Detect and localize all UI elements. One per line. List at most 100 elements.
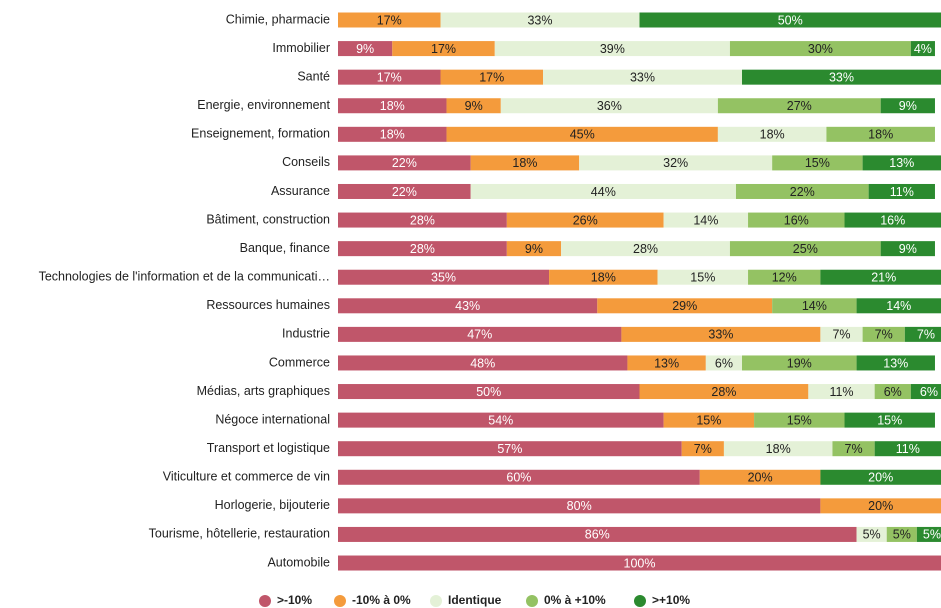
- bar-segment: [820, 469, 941, 485]
- category-label: Industrie: [282, 327, 330, 341]
- value-label: 50%: [476, 385, 501, 399]
- bar-segment: [338, 412, 664, 428]
- value-label: 33%: [829, 70, 854, 84]
- bar-segment: [663, 412, 755, 428]
- value-label: 18%: [380, 99, 405, 113]
- value-label: 33%: [527, 13, 552, 27]
- bar-segment: [772, 155, 863, 171]
- category-label: Assurance: [271, 184, 330, 198]
- value-label: 9%: [465, 99, 483, 113]
- bar-segment: [506, 241, 562, 257]
- bar-segment: [874, 441, 941, 457]
- bar-segment: [772, 298, 857, 314]
- bar-segment: [729, 41, 911, 57]
- value-label: 18%: [868, 128, 893, 142]
- bar-segment: [338, 441, 682, 457]
- value-label: 57%: [497, 442, 522, 456]
- value-label: 7%: [875, 328, 893, 342]
- value-label: 7%: [694, 442, 712, 456]
- category-label: Immobilier: [272, 41, 330, 55]
- bar-segment: [338, 298, 598, 314]
- value-label: 5%: [893, 528, 911, 542]
- value-label: 6%: [715, 356, 733, 370]
- value-label: 22%: [790, 185, 815, 199]
- value-label: 13%: [883, 356, 908, 370]
- value-label: 18%: [380, 128, 405, 142]
- category-label: Bâtiment, construction: [206, 212, 330, 226]
- value-label: 7%: [845, 442, 863, 456]
- bar-segment: [627, 355, 706, 371]
- bar-segment: [699, 469, 821, 485]
- value-label: 44%: [591, 185, 616, 199]
- bar-segment: [820, 498, 941, 514]
- category-label: Banque, finance: [240, 241, 330, 255]
- bar-segment: [440, 69, 544, 85]
- value-label: 4%: [914, 42, 932, 56]
- value-label: 17%: [479, 70, 504, 84]
- bar-segment: [820, 269, 941, 285]
- value-label: 15%: [877, 413, 902, 427]
- value-label: 6%: [884, 385, 902, 399]
- value-label: 100%: [624, 556, 656, 570]
- value-label: 12%: [772, 271, 797, 285]
- bar-segment: [868, 183, 935, 199]
- value-label: 22%: [392, 185, 417, 199]
- value-label: 43%: [455, 299, 480, 313]
- value-label: 25%: [793, 242, 818, 256]
- bar-segment: [856, 298, 941, 314]
- value-label: 20%: [868, 471, 893, 485]
- bar-segment: [338, 555, 941, 571]
- value-label: 86%: [585, 528, 610, 542]
- category-label: Energie, environnement: [197, 98, 330, 112]
- value-label: 9%: [356, 42, 374, 56]
- bar-segment: [440, 12, 640, 28]
- bar-segment: [338, 41, 393, 57]
- value-label: 48%: [470, 356, 495, 370]
- bar-segment: [338, 126, 447, 142]
- legend-swatch: [334, 595, 346, 607]
- bar-segment: [338, 326, 622, 342]
- bar-segment: [717, 98, 881, 114]
- value-label: 29%: [672, 299, 697, 313]
- bar-segment: [338, 98, 447, 114]
- value-label: 20%: [748, 471, 773, 485]
- value-label: 27%: [787, 99, 812, 113]
- category-label: Tourisme, hôtellerie, restauration: [149, 527, 330, 541]
- bar-segment: [446, 126, 718, 142]
- category-label: Médias, arts graphiques: [197, 384, 330, 398]
- bar-segment: [856, 355, 935, 371]
- value-label: 22%: [392, 156, 417, 170]
- value-label: 11%: [896, 442, 920, 456]
- bar-segment: [886, 526, 917, 542]
- category-label: Ressources humaines: [206, 298, 330, 312]
- category-label: Transport et logistique: [207, 441, 330, 455]
- bar-segment: [717, 126, 827, 142]
- category-label: Automobile: [267, 555, 330, 569]
- bar-segment: [543, 69, 743, 85]
- value-label: 80%: [567, 499, 592, 513]
- category-label: Négoce international: [215, 412, 330, 426]
- legend-label: 0% à +10%: [544, 593, 606, 607]
- value-label: 11%: [890, 185, 914, 199]
- value-label: 45%: [570, 128, 595, 142]
- value-label: 16%: [880, 213, 905, 227]
- value-label: 18%: [760, 128, 785, 142]
- value-label: 33%: [708, 328, 733, 342]
- category-label: Horlogerie, bijouterie: [215, 498, 330, 512]
- value-label: 7%: [832, 328, 850, 342]
- bar-segment: [470, 155, 580, 171]
- value-label: 28%: [410, 213, 435, 227]
- bar-segment: [338, 212, 507, 228]
- value-label: 7%: [917, 328, 935, 342]
- bar-segment: [904, 326, 941, 342]
- value-label: 16%: [784, 213, 809, 227]
- value-label: 17%: [377, 13, 402, 27]
- bar-segment: [820, 326, 863, 342]
- bar-segment: [862, 326, 905, 342]
- bar-segment: [862, 155, 941, 171]
- category-label: Technologies de l'information et de la c…: [39, 270, 330, 284]
- value-label: 32%: [663, 156, 688, 170]
- bar-segment: [729, 241, 881, 257]
- bar-segment: [663, 212, 749, 228]
